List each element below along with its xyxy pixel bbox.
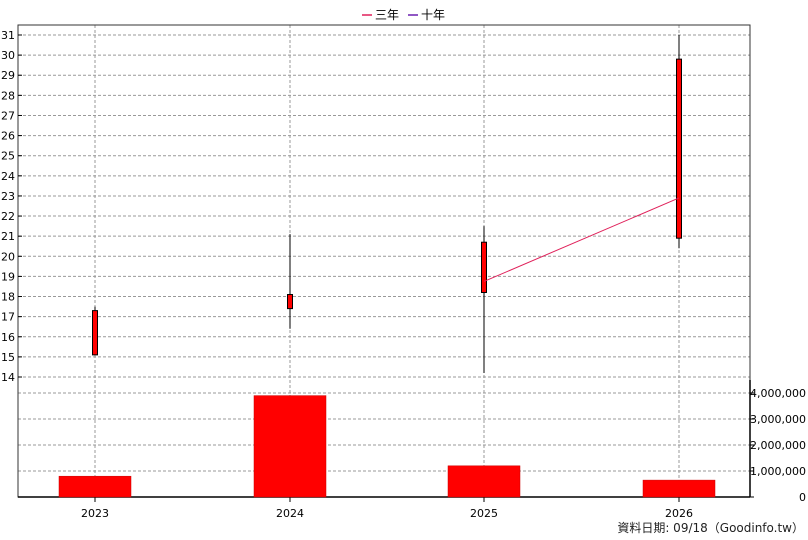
volume-bar xyxy=(253,395,327,498)
legend-label: 三年 xyxy=(375,8,399,22)
footer-source: 資料日期: 09/18（Goodinfo.tw） xyxy=(617,521,804,535)
price-tick-label: 21 xyxy=(1,230,15,243)
price-tick-label: 22 xyxy=(1,210,15,223)
candle xyxy=(92,306,98,356)
legend: 三年 十年 xyxy=(362,8,445,22)
legend-item: 三年 xyxy=(362,8,399,22)
volume-bar xyxy=(58,475,132,498)
candle-body xyxy=(287,294,293,310)
x-tick-label: 2025 xyxy=(470,507,498,520)
volume-bars xyxy=(58,395,716,498)
price-tick-label: 19 xyxy=(1,270,15,283)
legend-label: 十年 xyxy=(421,8,445,22)
price-tick-label: 24 xyxy=(1,170,15,183)
volume-tick-label: 4,000,000 xyxy=(750,387,806,400)
x-tick-label: 2024 xyxy=(276,507,304,520)
volume-tick-label: 2,000,000 xyxy=(750,439,806,452)
candle-body xyxy=(92,310,98,356)
candle xyxy=(676,35,682,249)
price-tick-label: 16 xyxy=(1,331,15,344)
candle xyxy=(287,234,293,329)
volume-tick-label: 0 xyxy=(799,491,806,504)
volume-tick-labels: 0 1,000,000 2,000,000 3,000,000 4,000,000 xyxy=(750,387,806,504)
ma3-line xyxy=(483,197,680,282)
price-tick-label: 23 xyxy=(1,190,15,203)
price-tick-label: 28 xyxy=(1,89,15,102)
candle xyxy=(481,226,487,373)
x-tick-labels: 2023 2024 2025 2026 xyxy=(81,507,693,520)
legend-item: 十年 xyxy=(408,8,445,22)
volume-tick-label: 3,000,000 xyxy=(750,413,806,426)
price-tick-label: 29 xyxy=(1,69,15,82)
price-tick-label: 20 xyxy=(1,250,15,263)
price-tick-label: 14 xyxy=(1,371,15,384)
axes xyxy=(17,24,754,502)
price-tick-labels: 14 15 16 17 18 19 20 21 22 23 24 25 26 27 28 29 30 31 xyxy=(1,29,15,384)
price-tick-label: 31 xyxy=(1,29,15,42)
candle-body xyxy=(481,241,487,294)
x-tick-label: 2023 xyxy=(81,507,109,520)
price-tick-label: 17 xyxy=(1,311,15,324)
volume-bar xyxy=(447,465,521,498)
price-tick-label: 25 xyxy=(1,150,15,163)
volume-bar xyxy=(642,479,716,498)
price-tick-label: 15 xyxy=(1,351,15,364)
x-tick-label: 2026 xyxy=(665,507,693,520)
candle-body xyxy=(676,58,682,239)
price-tick-label: 30 xyxy=(1,49,15,62)
grid-lines xyxy=(18,25,750,497)
price-tick-label: 27 xyxy=(1,109,15,122)
price-tick-label: 26 xyxy=(1,130,15,143)
moving-average-lines xyxy=(483,197,680,282)
candles xyxy=(92,35,682,373)
volume-tick-label: 1,000,000 xyxy=(750,465,806,478)
price-tick-label: 18 xyxy=(1,291,15,304)
